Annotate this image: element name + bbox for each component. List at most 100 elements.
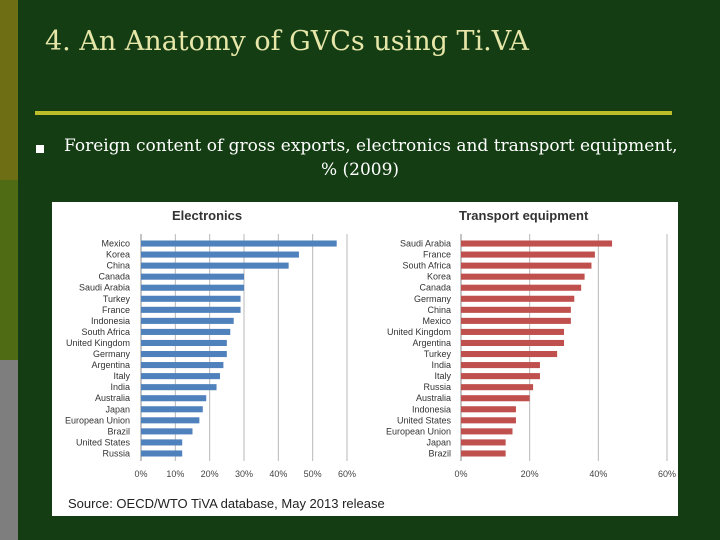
transport-category-label: Indonesia (412, 404, 451, 414)
electronics-bar (141, 284, 244, 291)
transport-bar (461, 373, 540, 380)
transport-bar (461, 273, 585, 280)
electronics-category-label: Argentina (91, 360, 130, 370)
electronics-category-label: Turkey (103, 294, 131, 304)
electronics-x-tick-label: 50% (304, 469, 322, 479)
slide-subtitle-line1: Foreign content of gross exports, electr… (64, 136, 678, 156)
electronics-bar (141, 273, 244, 280)
electronics-bar (141, 317, 234, 324)
accent-strip-top (0, 0, 18, 180)
electronics-x-tick-label: 0% (134, 469, 147, 479)
electronics-category-label: Mexico (101, 239, 130, 249)
electronics-category-label: Australia (95, 393, 130, 403)
electronics-bar (141, 350, 227, 358)
electronics-category-label: Brazil (107, 426, 130, 436)
transport-category-label: South Africa (402, 261, 451, 271)
transport-bar (461, 317, 571, 324)
electronics-x-tick-label: 40% (269, 469, 287, 479)
electronics-bar (141, 373, 220, 380)
transport-bar (461, 295, 575, 302)
electronics-chart-title: Electronics (172, 208, 242, 223)
transport-bar (461, 417, 516, 424)
transport-bar (461, 306, 571, 313)
electronics-category-label: Russia (102, 448, 130, 458)
transport-x-tick-label: 0% (454, 469, 467, 479)
electronics-category-label: Saudi Arabia (79, 283, 130, 293)
transport-category-label: European Union (386, 426, 451, 436)
electronics-bar (141, 406, 203, 413)
electronics-bar (141, 240, 337, 247)
transport-category-label: France (423, 250, 451, 260)
transport-bar (461, 350, 558, 358)
accent-strip-bottom (0, 360, 18, 540)
transport-bar (461, 384, 534, 391)
transport-bar (461, 328, 564, 335)
transport-bar (461, 395, 530, 402)
transport-category-label: Russia (423, 382, 451, 392)
transport-chart-title: Transport equipment (459, 208, 589, 223)
transport-category-label: Germany (414, 294, 452, 304)
electronics-category-label: Italy (113, 371, 130, 381)
transport-category-label: Korea (427, 272, 451, 282)
transport-category-label: China (427, 305, 451, 315)
electronics-bar (141, 262, 289, 269)
electronics-category-label: Korea (106, 250, 130, 260)
electronics-bar (141, 251, 299, 258)
electronics-category-label: France (102, 305, 130, 315)
electronics-bar (141, 395, 207, 402)
electronics-category-label: India (110, 382, 130, 392)
transport-bar (461, 450, 506, 457)
electronics-category-label: Germany (93, 349, 131, 359)
slide-title: 4. An Anatomy of GVCs using Ti.VA (45, 26, 529, 57)
electronics-category-label: South Africa (81, 327, 130, 337)
transport-bar (461, 284, 582, 291)
electronics-category-label: China (106, 261, 130, 271)
transport-category-label: Turkey (424, 349, 452, 359)
electronics-bar (141, 306, 241, 313)
electronics-bar (141, 362, 224, 369)
electronics-bar (141, 428, 193, 435)
transport-category-label: Canada (419, 283, 451, 293)
electronics-x-tick-label: 20% (201, 469, 219, 479)
transport-x-tick-label: 60% (658, 469, 676, 479)
chart-source-note: Source: OECD/WTO TiVA database, May 2013… (68, 496, 385, 511)
transport-category-label: Brazil (428, 448, 451, 458)
chart-panel: Electronics Transport equipment 0% 10% 20%… (52, 202, 678, 516)
electronics-category-label: European Union (65, 415, 130, 425)
transport-bar (461, 439, 506, 446)
transport-x-tick-label: 20% (521, 469, 539, 479)
transport-bar (461, 240, 613, 247)
electronics-bar (141, 439, 183, 446)
electronics-category-label: Indonesia (91, 316, 130, 326)
electronics-category-label: United Kingdom (66, 338, 130, 348)
transport-category-label: India (431, 360, 451, 370)
electronics-x-tick-label: 30% (235, 469, 253, 479)
transport-category-label: Saudi Arabia (400, 239, 451, 249)
transport-bar (461, 262, 592, 269)
electronics-bar (141, 384, 217, 391)
transport-bar (461, 251, 595, 258)
transport-category-label: Italy (434, 371, 451, 381)
bullet-marker (36, 145, 44, 153)
transport-bar (461, 406, 516, 413)
transport-bar (461, 428, 513, 435)
transport-bar (461, 339, 564, 347)
transport-category-label: United Kingdom (387, 327, 451, 337)
electronics-x-tick-label: 10% (166, 469, 184, 479)
electronics-category-label: Japan (105, 404, 130, 414)
accent-strip-middle (0, 180, 18, 360)
slide-subtitle-line2: % (2009) (320, 160, 400, 180)
title-divider (35, 111, 672, 115)
transport-category-label: Australia (416, 393, 451, 403)
transport-category-label: Argentina (412, 338, 451, 348)
electronics-bar (141, 295, 241, 302)
electronics-x-tick-label: 60% (338, 469, 356, 479)
transport-category-label: Mexico (422, 316, 451, 326)
bar-charts: Electronics Transport equipment 0% 10% 20%… (65, 208, 676, 511)
transport-category-label: United States (397, 415, 452, 425)
electronics-chart: 0% 10% 20% 30% 40% 50% 60% MexicoKoreaChinaCana… (65, 234, 356, 479)
electronics-category-label: Canada (98, 272, 130, 282)
electronics-bar (141, 417, 200, 424)
transport-bar (461, 362, 540, 369)
